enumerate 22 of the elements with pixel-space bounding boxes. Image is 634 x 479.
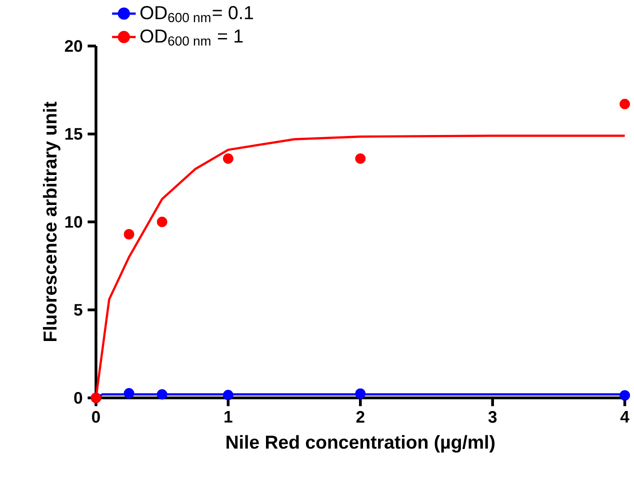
- x-tick-label: 2: [356, 411, 364, 423]
- x-tick-label: 0: [92, 411, 100, 423]
- point: [355, 153, 366, 164]
- x-axis-title: Nile Red concentration (µg/ml): [226, 435, 495, 453]
- y-tick-label: 15: [65, 128, 82, 140]
- legend-label: OD$_{600 nm}$= 0.1: [140, 6, 253, 22]
- x-tick-label: 3: [488, 411, 497, 423]
- point: [355, 388, 366, 399]
- y-tick-label: 5: [74, 304, 82, 316]
- point: [222, 153, 234, 164]
- point: [124, 229, 134, 240]
- point: [222, 390, 234, 400]
- point: [156, 216, 168, 228]
- y-tick-label: 20: [64, 40, 82, 52]
- y-tick-label: 0: [74, 392, 82, 404]
- x-tick-label: 1: [224, 411, 232, 423]
- legend-label: OD$_{600 nm}$ = 1: [140, 30, 243, 46]
- point: [124, 388, 134, 399]
- x-tick-label: 4: [620, 411, 630, 423]
- point: [156, 389, 168, 400]
- y-tick-label: 10: [65, 216, 82, 228]
- y-axis-title: Fluorescence arbitrary unit: [42, 102, 60, 342]
